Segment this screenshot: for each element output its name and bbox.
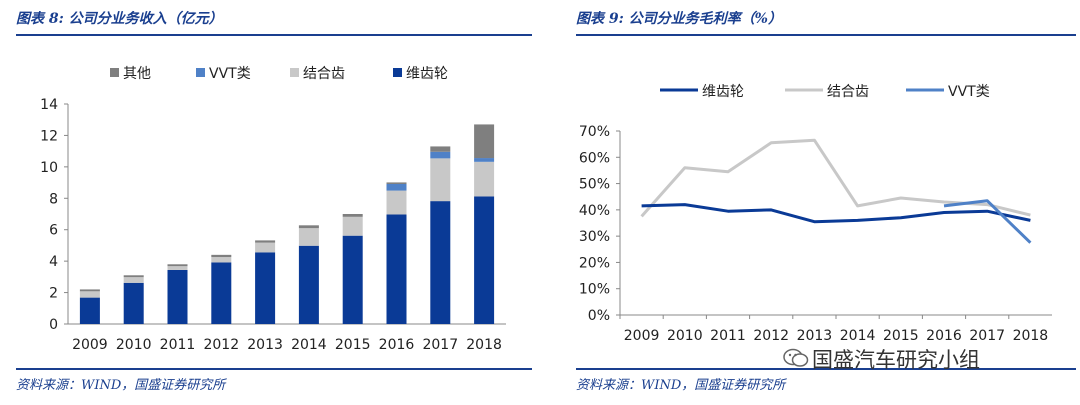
legend-label: 维齿轮	[702, 84, 744, 100]
y-tick-label: 4	[49, 254, 58, 270]
y-tick-label: 30%	[579, 229, 610, 245]
x-tick-label: 2018	[1013, 328, 1049, 344]
bar-segment	[167, 266, 188, 270]
margin-line-chart: 0% 10% 20% 30% 40% 50% 60% 70% 2009 2010 2011 2012 2…	[579, 84, 1052, 344]
bar-segment	[298, 245, 319, 324]
legend-label: 结合齿	[827, 84, 869, 100]
bar-segment	[79, 291, 100, 298]
bar-segment	[474, 161, 495, 197]
bar-segment	[123, 282, 144, 324]
bar-segment	[123, 275, 144, 278]
source-note: 资料来源：WIND，国盛证券研究所	[576, 378, 786, 393]
chart-title: 图表 8: 公司分业务收入（亿元）	[16, 11, 223, 27]
bar-segment	[474, 124, 495, 159]
y-tick-label: 10	[40, 160, 58, 176]
title-rule	[576, 34, 1076, 36]
y-tick-label: 50%	[579, 177, 610, 193]
legend-label: VVT类	[948, 84, 990, 100]
bar-segment	[255, 242, 276, 253]
x-tick-label: 2010	[667, 328, 703, 344]
legend-swatch	[290, 68, 299, 77]
bar-segment	[211, 254, 232, 258]
x-tick-label: 2017	[422, 337, 458, 353]
bar-segment	[79, 289, 100, 292]
x-tick-label: 2015	[335, 337, 371, 353]
x-tick-label: 2013	[247, 337, 283, 353]
series-line	[641, 203, 1031, 224]
bar-segment	[474, 196, 495, 324]
source-note: 资料来源：WIND，国盛证券研究所	[16, 378, 226, 393]
legend-swatch	[110, 68, 119, 77]
bar-segment	[430, 201, 451, 324]
y-tick-label: 10%	[579, 282, 610, 298]
bar-segment	[386, 190, 407, 215]
bar-segment	[386, 183, 407, 191]
y-tick-label: 60%	[579, 150, 610, 166]
x-tick-label: 2017	[969, 328, 1005, 344]
legend-swatch	[196, 68, 205, 77]
y-tick-label: 8	[49, 191, 58, 207]
legend-label: 结合齿	[303, 66, 345, 82]
bar-segment	[386, 214, 407, 324]
series-line	[943, 199, 1032, 244]
bar-segment	[342, 214, 363, 217]
bar-segment	[430, 146, 451, 152]
x-tick-label: 2016	[926, 328, 962, 344]
bar-segment	[298, 228, 319, 246]
x-tick-label: 2012	[203, 337, 239, 353]
bar-segment	[298, 225, 319, 229]
bar-segment	[430, 151, 451, 159]
chart-panel-margin: 图表 9: 公司分业务毛利率（%） 0% 10% 20% 30% 40% 50% 60% 70…	[560, 0, 1080, 405]
bar-segment	[211, 257, 232, 263]
title-rule	[16, 34, 532, 36]
bar-segment	[211, 262, 232, 324]
x-tick-label: 2013	[797, 328, 833, 344]
y-tick-label: 6	[49, 223, 58, 239]
legend-label: VVT类	[209, 66, 251, 82]
x-tick-label: 2015	[883, 328, 919, 344]
bar-segment	[255, 240, 276, 243]
series-line	[640, 138, 1031, 218]
y-tick-label: 70%	[579, 124, 610, 140]
x-tick-label: 2009	[72, 337, 108, 353]
source-rule	[16, 368, 532, 370]
watermark-text: 国盛汽车研究小组	[812, 348, 980, 372]
y-tick-label: 14	[40, 97, 58, 113]
x-tick-label: 2014	[840, 328, 876, 344]
bar-segment	[123, 277, 144, 283]
chart-panel-revenue: 图表 8: 公司分业务收入（亿元） 0 2 4 6 8 10 12 14 2009 2010 201…	[0, 0, 538, 405]
y-tick-label: 40%	[579, 203, 610, 219]
bar-segment	[255, 252, 276, 324]
y-tick-label: 12	[40, 128, 58, 144]
bar-segment	[386, 182, 407, 184]
x-tick-label: 2011	[160, 337, 196, 353]
bar-segment	[79, 297, 100, 324]
chart-title: 图表 9: 公司分业务毛利率（%）	[576, 11, 782, 27]
legend-label: 维齿轮	[406, 66, 448, 82]
y-tick-label: 2	[49, 286, 58, 302]
bar-segment	[474, 158, 495, 162]
x-tick-label: 2014	[291, 337, 327, 353]
x-tick-label: 2016	[379, 337, 415, 353]
legend-label: 其他	[123, 66, 151, 82]
x-tick-label: 2012	[753, 328, 789, 344]
bar-segment	[167, 269, 188, 324]
x-tick-label: 2009	[624, 328, 660, 344]
x-tick-label: 2018	[466, 337, 502, 353]
bar-segment	[342, 235, 363, 324]
legend-swatch	[393, 68, 402, 77]
y-tick-label: 0%	[588, 308, 610, 324]
x-tick-label: 2010	[116, 337, 152, 353]
wechat-icon	[783, 348, 809, 367]
bar-segment	[430, 158, 451, 202]
bar-segment	[167, 264, 188, 267]
y-tick-label: 20%	[579, 255, 610, 271]
source-rule	[576, 368, 1076, 370]
bar-segment	[342, 216, 363, 236]
x-tick-label: 2011	[710, 328, 746, 344]
y-tick-label: 0	[49, 317, 58, 333]
revenue-bar-chart: 0 2 4 6 8 10 12 14 2009 2010 2011 2012 2013 2014 2015 2…	[40, 66, 506, 353]
